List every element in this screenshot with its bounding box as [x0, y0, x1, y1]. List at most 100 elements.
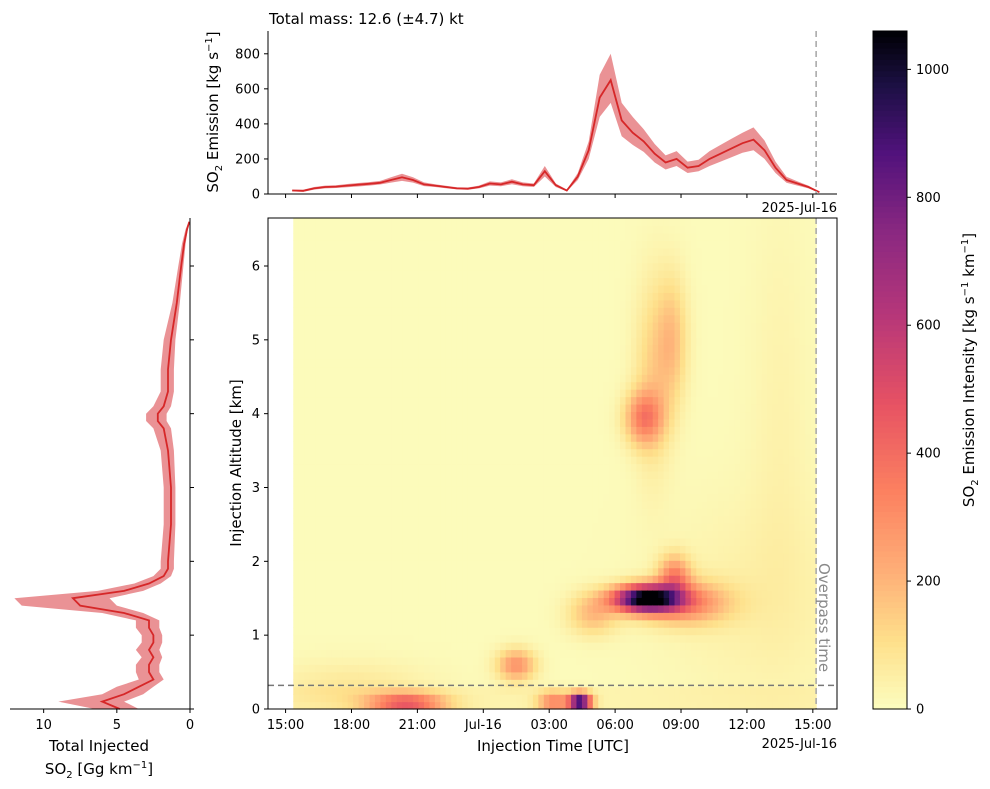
heatmap-cell [647, 426, 654, 435]
heatmap-cell [434, 314, 441, 323]
heatmap-cell [494, 649, 501, 658]
heatmap-cell [396, 537, 403, 546]
heatmap-cell [663, 589, 670, 599]
heatmap-cell [674, 671, 681, 680]
heatmap-cell [315, 322, 322, 331]
heatmap-cell [690, 277, 697, 286]
heatmap-cell [407, 277, 414, 286]
heatmap-cell [374, 218, 382, 227]
heatmap-cell [358, 359, 365, 368]
heatmap-cell [685, 545, 692, 554]
heatmap-cell [685, 679, 692, 688]
heatmap-cell [369, 218, 376, 227]
heatmap-cell [674, 255, 681, 264]
heatmap-cell [298, 344, 305, 353]
heatmap-cell [320, 322, 327, 331]
heatmap-cell [581, 597, 588, 606]
heatmap-cell [364, 359, 371, 368]
heatmap-cell [309, 627, 316, 636]
heatmap-cell [429, 604, 436, 613]
heatmap-cell [456, 537, 463, 546]
heatmap-cell [374, 627, 382, 636]
heatmap-cell [701, 642, 708, 651]
heatmap-cell [511, 530, 518, 539]
heatmap-cell [325, 701, 332, 710]
heatmap-cell [445, 671, 452, 680]
heatmap-cell [456, 530, 463, 539]
heatmap-cell [473, 255, 480, 264]
heatmap-cell [473, 418, 480, 427]
heatmap-cell [592, 344, 599, 353]
heatmap-cell [293, 642, 300, 651]
heatmap-cell [374, 359, 382, 368]
heatmap-cell [522, 597, 529, 606]
heatmap-cell [630, 389, 637, 398]
heatmap-cell [396, 448, 403, 457]
heatmap-cell [527, 694, 534, 703]
heatmap-cell [423, 381, 431, 390]
heatmap-cell [511, 240, 518, 249]
heatmap-cell [494, 485, 501, 494]
heatmap-cell [320, 337, 327, 346]
heatmap-cell [429, 478, 436, 487]
heatmap-cell [500, 671, 507, 680]
heatmap-cell [309, 530, 316, 539]
heatmap-cell [429, 374, 436, 383]
heatmap-cell [669, 597, 676, 606]
heatmap-cell [451, 664, 458, 673]
heatmap-cell [532, 478, 539, 487]
heatmap-cell [522, 307, 529, 316]
heatmap-cell [522, 374, 529, 383]
heatmap-cell [620, 567, 627, 576]
heatmap-cell [603, 374, 610, 383]
heatmap-cell [364, 478, 371, 487]
heatmap-cell [293, 270, 300, 279]
heatmap-cell [413, 515, 420, 524]
heatmap-cell [571, 463, 578, 472]
heatmap-cell [494, 344, 501, 353]
heatmap-cell [641, 515, 648, 524]
heatmap-cell [467, 694, 474, 703]
heatmap-cell [325, 575, 332, 584]
heatmap-cell [325, 634, 332, 643]
heatmap-cell [380, 649, 387, 658]
heatmap-cell [581, 277, 588, 286]
heatmap-cell [592, 329, 599, 338]
heatmap-cell [391, 299, 398, 308]
heatmap-cell [358, 448, 365, 457]
heatmap-cell [402, 515, 409, 524]
heatmap-cell [620, 508, 627, 517]
heatmap-cell [423, 575, 431, 584]
heatmap-cell [549, 218, 556, 227]
heatmap-cell [494, 493, 501, 502]
heatmap-cell [309, 314, 316, 323]
heatmap-cell [652, 582, 659, 591]
heatmap-cell [298, 381, 305, 390]
heatmap-cell [331, 389, 338, 398]
heatmap-cell [347, 589, 354, 599]
heatmap-cell [679, 396, 687, 405]
heatmap-cell [494, 418, 501, 427]
heatmap-cell [423, 500, 431, 509]
heatmap-cell [293, 701, 300, 710]
heatmap-cell [669, 374, 676, 383]
heatmap-cell [402, 277, 409, 286]
heatmap-cell [467, 374, 474, 383]
heatmap-cell [423, 537, 431, 546]
heatmap-cell [614, 582, 621, 591]
heatmap-cell [636, 374, 643, 383]
heatmap-cell [663, 262, 670, 271]
heatmap-cell [571, 374, 578, 383]
heatmap-cell [669, 441, 676, 450]
heatmap-cell [473, 515, 480, 524]
heatmap-cell [696, 322, 703, 331]
heatmap-cell [369, 656, 376, 665]
heatmap-cell [347, 560, 354, 569]
heatmap-cell [690, 426, 697, 435]
heatmap-cell [543, 262, 550, 271]
heatmap-cell [336, 552, 343, 561]
heatmap-cell [304, 381, 311, 390]
heatmap-cell [598, 381, 605, 390]
heatmap-cell [298, 456, 305, 465]
heatmap-cell [500, 463, 507, 472]
